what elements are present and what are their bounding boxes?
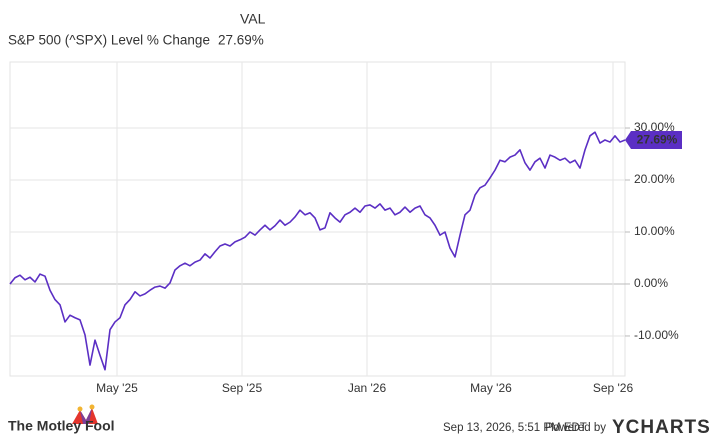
timestamp: Sep 13, 2026, 5:51 PM EDT xyxy=(443,422,587,434)
motley-fool-logo: The Motley Fool xyxy=(8,404,115,434)
x-tick-label: Jan '26 xyxy=(348,381,387,395)
current-value-label: 27.69% xyxy=(637,133,678,147)
powered-by: Powered by xyxy=(545,422,606,434)
jester-hat-stripe xyxy=(80,408,92,424)
y-tick-label: -10.00% xyxy=(634,328,679,342)
legend-series-name: S&P 500 (^SPX) Level % Change xyxy=(8,33,210,48)
current-value-badge xyxy=(625,131,682,150)
jester-bell xyxy=(77,406,83,412)
jester-bell xyxy=(89,404,95,410)
jester-hat xyxy=(72,408,98,424)
x-tick-label: Sep '26 xyxy=(593,381,634,395)
legend-header: VAL xyxy=(240,11,266,27)
logo-text: The Motley Fool xyxy=(8,418,115,434)
x-tick-label: Sep '25 xyxy=(222,381,263,395)
ycharts-brand: YCHARTS xyxy=(612,417,711,438)
grid: -10.00% 0.00% 10.00% 20.00% 30.00% May '25 Sep… xyxy=(10,62,679,395)
x-tick-label: May '25 xyxy=(96,381,138,395)
y-tick-label: 10.00% xyxy=(634,224,675,238)
x-tick-label: May '26 xyxy=(470,381,512,395)
y-tick-label: 0.00% xyxy=(634,276,668,290)
y-tick-label: 30.00% xyxy=(634,120,675,134)
series-line xyxy=(9,131,626,371)
plot-frame xyxy=(9,61,626,377)
y-tick-label: 20.00% xyxy=(634,172,675,186)
marks: 27.69% xyxy=(9,131,682,371)
legend-value: 27.69% xyxy=(218,33,264,48)
